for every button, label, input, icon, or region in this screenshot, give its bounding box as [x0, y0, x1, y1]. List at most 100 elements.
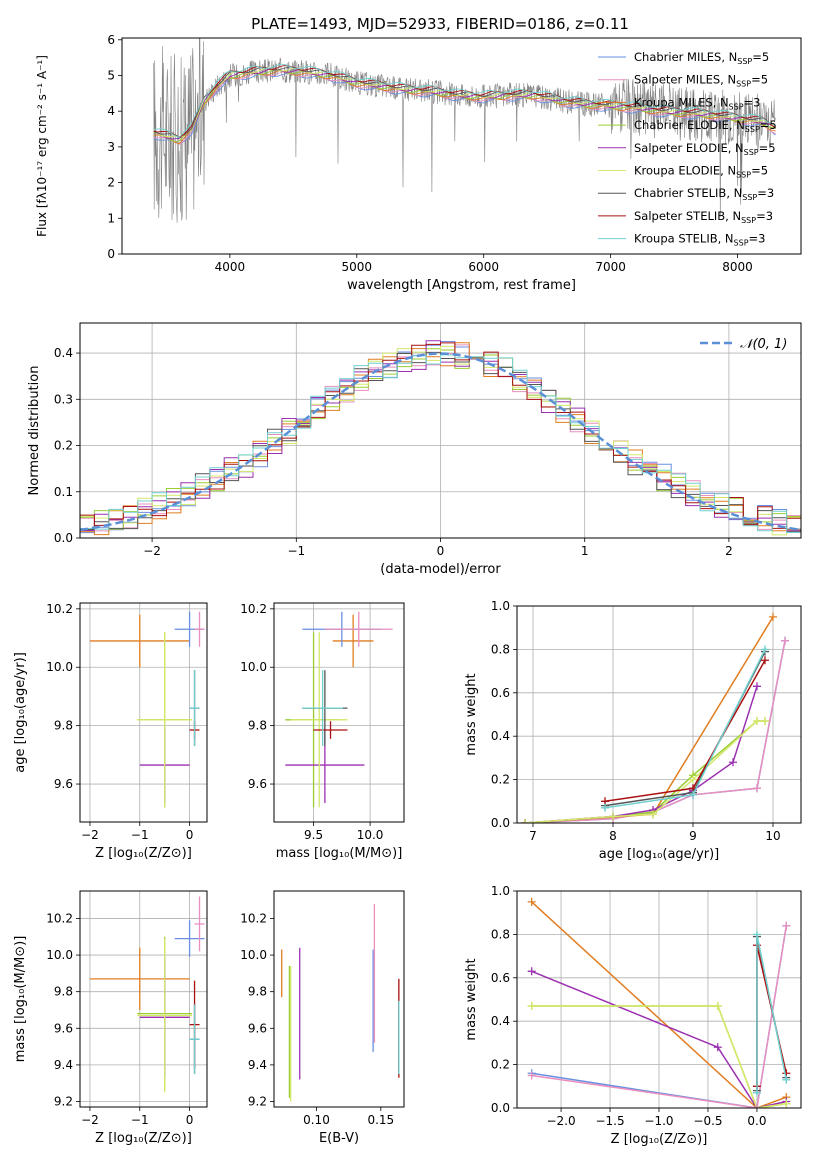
axes-frame [273, 602, 405, 823]
x-tick-label: 0 [186, 1113, 194, 1127]
y-tick-label: 3 [107, 140, 115, 154]
y-tick-label: 9.8 [54, 985, 73, 999]
series-marker [752, 1104, 761, 1108]
y-tick-label: 9.8 [248, 985, 267, 999]
series-marker [713, 1043, 722, 1052]
y-tick-label: 0.2 [491, 1058, 510, 1072]
panel-residuals: −2 −1 0 1 2 0.0 0.1 0.2 0.3 0.4 (data-model)/error… [27, 322, 802, 577]
y-tick-label: 10.0 [240, 948, 267, 962]
y-tick-label: 0.2 [491, 773, 510, 787]
legend-label: Kroupa ELODIE, NSSP=5 [634, 164, 768, 180]
series-marker [782, 1099, 791, 1108]
y-tick-label: 0.0 [54, 531, 73, 545]
series-salpeter-miles [527, 921, 791, 1108]
series-marker [752, 930, 761, 939]
x-tick-label: 1 [581, 544, 589, 558]
plot-area-age_vs_mass [285, 611, 393, 808]
series-chabrier-elodie [521, 717, 769, 823]
errorbar-point [302, 670, 343, 747]
y-tick-label: 0.0 [491, 816, 510, 830]
y-axis-label: mass weight [464, 673, 479, 755]
figure-title: PLATE=1493, MJD=52933, FIBERID=0186, z=0… [251, 15, 629, 33]
x-tick-label: −1.0 [644, 1114, 673, 1128]
y-tick-label: 2 [107, 176, 115, 190]
model-line-kroupa-stelib [153, 63, 776, 138]
x-tick-label: −1.5 [595, 1114, 624, 1128]
y-tick-label: 0.6 [491, 971, 510, 985]
x-tick-label: 0 [437, 544, 445, 558]
x-tick-label: −2 [81, 1113, 99, 1127]
y-tick-label: 1 [107, 211, 115, 225]
legend-label: Chabrier STELIB, NSSP=3 [634, 186, 774, 202]
series-marker [781, 636, 789, 645]
series-marker [689, 775, 697, 784]
errorbar-point [137, 938, 193, 1093]
y-tick-label: 10.2 [240, 602, 267, 616]
panel-mw_vs_Z: −2.0 −1.5 −1.0 −0.5 0.0 0.0 0.2 0.4 0.6 0.8 1.0 Z [… [464, 884, 802, 1147]
errorbar-point [332, 614, 374, 668]
histogram-salpeter-stelib [80, 342, 801, 529]
model-line-kroupa-elodie [153, 67, 776, 138]
series-marker [782, 1075, 791, 1084]
series-marker [713, 1002, 722, 1011]
series-marker [689, 790, 697, 799]
y-tick-label: 1.0 [491, 599, 510, 613]
histogram-kroupa-stelib [80, 354, 801, 533]
panel-age_vs_mass: 9.5 10.0 9.6 9.8 10.0 10.2 mass [log₁₀(M/M⊙)] [240, 602, 405, 861]
series-marker [752, 1088, 761, 1097]
series-marker [753, 784, 761, 793]
y-tick-label: 5 [107, 68, 115, 82]
series-kroupa-elodie [521, 717, 769, 823]
y-tick-label: 0 [107, 247, 115, 261]
y-tick-label: 10.0 [240, 660, 267, 674]
x-axis-label: (data-model)/error [380, 562, 501, 577]
y-tick-label: 10.0 [46, 948, 73, 962]
x-tick-label: 0 [186, 828, 194, 842]
axes-frame [79, 602, 208, 823]
series-marker [761, 656, 769, 665]
plot-area-spectrum [153, 38, 776, 223]
x-tick-label: −1 [131, 828, 149, 842]
series-marker [729, 758, 737, 767]
series-marker [769, 612, 777, 621]
x-tick-label: 6000 [468, 260, 499, 274]
errorbar-point [89, 614, 190, 668]
x-tick-label: −1 [131, 1113, 149, 1127]
errorbar-point [189, 1004, 200, 1075]
series-marker [649, 810, 657, 819]
x-tick-label: 9 [689, 829, 697, 843]
x-tick-label: 5000 [342, 260, 373, 274]
errorbar-point [89, 947, 190, 1010]
plot-area-mw_vs_age [521, 612, 789, 823]
plot-area-residuals [80, 340, 801, 536]
y-tick-label: 0.4 [54, 346, 73, 360]
series-marker [782, 921, 791, 930]
y-tick-label: 0.4 [491, 729, 510, 743]
x-tick-label: 10 [765, 829, 780, 843]
y-tick-label: 9.6 [248, 777, 267, 791]
model-line-chabrier-elodie [153, 69, 776, 142]
x-tick-label: −1 [287, 544, 305, 558]
x-tick-label: −2 [143, 544, 161, 558]
x-axis-label: Z [log₁₀(Z/Z⊙)] [611, 1132, 708, 1147]
model-line-chabrier-stelib [153, 66, 776, 138]
panel-mass_vs_Z: −2 −1 0 9.2 9.4 9.6 9.8 10.0 10.2 Z [log₁₀(Z/Z⊙)]… [13, 890, 208, 1146]
legend-label: 𝒩(0, 1) [740, 337, 787, 352]
y-tick-label: 0.8 [491, 642, 510, 656]
plot-area-mass_vs_ebv [281, 903, 400, 1102]
errorbar-point [194, 896, 205, 952]
y-tick-label: 10.2 [46, 911, 73, 925]
y-axis-label: mass weight [464, 958, 479, 1040]
legend-label: Salpeter MILES, NSSP=5 [634, 73, 768, 89]
y-tick-label: 9.4 [248, 1058, 267, 1072]
x-tick-label: 7 [529, 829, 537, 843]
series-marker [753, 682, 761, 691]
legend-label: Chabrier MILES, NSSP=5 [634, 50, 769, 66]
x-tick-label: 7000 [595, 260, 626, 274]
x-tick-label: 4000 [215, 260, 246, 274]
y-tick-label: 0.4 [491, 1014, 510, 1028]
errorbar-point [194, 611, 205, 647]
y-tick-label: 0.1 [54, 485, 73, 499]
plot-area-age_vs_Z [89, 611, 205, 808]
series-line [531, 901, 787, 1108]
